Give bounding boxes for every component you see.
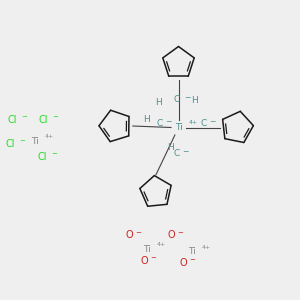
Text: C: C	[174, 148, 180, 158]
Text: Cl: Cl	[6, 139, 15, 149]
Text: −: −	[184, 93, 190, 102]
Text: O: O	[125, 230, 133, 241]
Text: H: H	[144, 116, 150, 124]
Text: −: −	[22, 114, 28, 120]
Text: O: O	[167, 230, 175, 241]
Text: 4+: 4+	[157, 242, 166, 247]
Text: H: H	[192, 96, 198, 105]
Text: C: C	[201, 119, 207, 128]
Text: 4+: 4+	[188, 121, 198, 125]
Text: −: −	[151, 255, 157, 261]
Text: −: −	[20, 138, 26, 144]
Text: −: −	[209, 118, 216, 127]
Text: C: C	[174, 95, 180, 104]
Text: −: −	[190, 257, 196, 263]
Text: −: −	[182, 147, 189, 156]
Text: −: −	[52, 114, 59, 120]
Text: −: −	[51, 152, 57, 158]
Text: O: O	[179, 257, 187, 268]
Text: H: H	[156, 98, 162, 106]
Text: Cl: Cl	[8, 115, 17, 125]
Text: Ti: Ti	[31, 136, 38, 146]
Text: −: −	[166, 118, 172, 127]
Text: 4+: 4+	[202, 245, 211, 250]
Text: O: O	[140, 256, 148, 266]
Text: H: H	[168, 142, 174, 152]
Text: Ti: Ti	[175, 123, 182, 132]
Text: Ti: Ti	[143, 244, 151, 253]
Text: Cl: Cl	[39, 115, 48, 125]
Text: −: −	[136, 230, 142, 236]
Text: Cl: Cl	[37, 152, 47, 163]
Text: 4+: 4+	[44, 134, 54, 139]
Text: C: C	[157, 119, 163, 128]
Text: Ti: Ti	[188, 248, 196, 256]
Text: −: −	[178, 230, 184, 236]
